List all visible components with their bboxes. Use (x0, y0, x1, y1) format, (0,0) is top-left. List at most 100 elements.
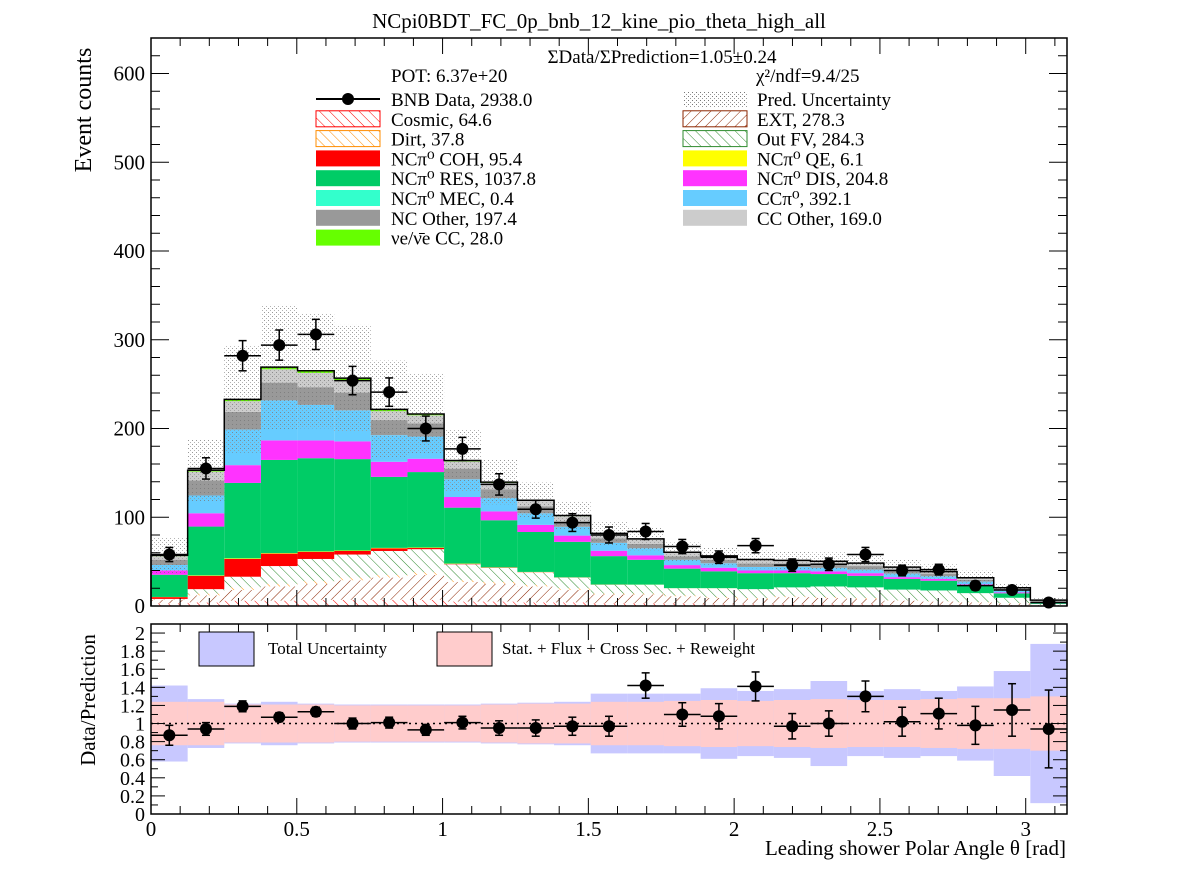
series-3-bar-9 (481, 568, 518, 582)
ratio-point-6 (383, 717, 395, 729)
series-3-bar-10 (517, 572, 554, 584)
series-2-bar-6 (371, 575, 408, 578)
ratio-point-3 (273, 711, 285, 723)
y-tick-label-2: 200 (114, 417, 146, 441)
legend-label-13: CC Other, 169.0 (757, 209, 882, 230)
series-1-bar-9 (481, 584, 518, 602)
series-3-bar-1 (188, 589, 225, 593)
legend-swatch-13 (683, 210, 747, 226)
series-7-bar-4 (298, 440, 335, 458)
y-tick-label-3: 300 (114, 328, 146, 352)
legend-swatch-12 (316, 210, 380, 226)
data-point-1 (200, 462, 212, 474)
series-2-bar-19 (847, 598, 884, 599)
data-point-20 (896, 565, 908, 577)
y-axis-label: Event counts (71, 48, 97, 173)
series-3-bar-16 (737, 589, 774, 598)
series-1-bar-16 (737, 599, 774, 604)
series-1-bar-6 (371, 578, 408, 600)
series-4-bar-3 (261, 554, 298, 566)
series-3-bar-14 (664, 588, 701, 595)
series-0-bar-3 (261, 601, 298, 606)
data-point-2 (237, 350, 249, 362)
series-3-bar-21 (920, 590, 957, 601)
legend-label-12: NC Other, 197.4 (391, 209, 517, 230)
ratio-point-13 (640, 680, 652, 692)
series-2-bar-12 (591, 594, 628, 595)
series-5-bar-2 (224, 558, 261, 559)
series-4-bar-5 (334, 551, 371, 555)
series-6-bar-8 (444, 508, 481, 564)
series-3-bar-11 (554, 578, 591, 589)
legend-label-5: Out FV, 284.3 (757, 130, 864, 151)
y-tick-label-5: 500 (114, 150, 146, 174)
series-7-bar-7 (407, 459, 444, 472)
ratio-point-7 (420, 724, 432, 736)
series-3-bar-13 (627, 585, 664, 594)
legend-label-4: Dirt, 37.8 (391, 130, 464, 151)
legend-label-3: EXT, 278.3 (757, 110, 845, 131)
legend-label-9: NCπ⁰ DIS, 204.8 (757, 169, 888, 190)
series-6-bar-6 (371, 477, 408, 548)
series-1-bar-18 (811, 598, 848, 604)
series-6-bar-16 (737, 573, 774, 589)
legend-label-1: Pred. Uncertainty (757, 90, 892, 111)
legend-swatch-1 (683, 91, 747, 107)
series-1-bar-12 (591, 594, 628, 603)
series-7-bar-2 (224, 465, 261, 483)
series-1-bar-21 (920, 602, 957, 606)
y-tick-label-1: 100 (114, 505, 146, 529)
data-point-9 (493, 478, 505, 490)
series-2-bar-9 (481, 582, 518, 584)
series-1-bar-3 (261, 586, 298, 600)
legend-label-14: νe/ν̄e CC, 28.0 (391, 229, 503, 250)
series-0-bar-2 (224, 601, 261, 606)
legend-swatch-14 (316, 230, 380, 246)
series-1-bar-14 (664, 596, 701, 603)
series-4-bar-7 (407, 548, 444, 549)
legend-label-11: CCπ⁰, 392.1 (757, 189, 852, 210)
series-3-bar-3 (261, 566, 298, 584)
series-6-bar-0 (151, 575, 188, 597)
data-point-22 (969, 580, 981, 592)
series-6-bar-17 (774, 573, 811, 587)
chi2-text: χ²/ndf=9.4/25 (755, 66, 859, 87)
ratio-point-1 (200, 723, 212, 735)
legend-swatch-11 (683, 190, 747, 206)
x-tick-label-4: 2 (729, 817, 740, 841)
series-2-bar-14 (664, 595, 701, 596)
series-6-bar-11 (554, 542, 591, 578)
series-1-bar-2 (224, 590, 261, 601)
series-7-bar-21 (920, 579, 957, 581)
series-6-bar-5 (334, 459, 371, 550)
series-3-bar-5 (334, 555, 371, 578)
x-tick-label-3: 1.5 (575, 817, 601, 841)
ratio-point-21 (933, 708, 945, 720)
series-2-bar-5 (334, 578, 371, 581)
series-1-bar-8 (444, 582, 481, 602)
series-3-bar-12 (591, 585, 628, 594)
series-6-bar-10 (517, 532, 554, 572)
series-7-bar-15 (701, 568, 738, 572)
series-3-bar-6 (371, 551, 408, 575)
series-1-bar-20 (884, 601, 921, 605)
series-6-bar-18 (811, 574, 848, 586)
data-point-5 (347, 375, 359, 387)
y-tick-label-6: 600 (114, 62, 146, 86)
chart-title: NCpi0BDT_FC_0p_bnb_12_kine_pio_theta_hig… (372, 9, 826, 33)
data-point-8 (456, 443, 468, 455)
series-2-bar-15 (701, 597, 738, 598)
series-6-bar-3 (261, 460, 298, 553)
series-4-bar-2 (224, 559, 261, 577)
ratio-legend-total-swatch (199, 632, 254, 666)
legend-swatch-2 (316, 111, 380, 127)
series-0-bar-5 (334, 600, 371, 606)
ratio-legend-syst-label: Stat. + Flux + Cross Sec. + Reweight (502, 639, 755, 658)
legend-label-2: Cosmic, 64.6 (391, 110, 492, 131)
series-1-bar-15 (701, 598, 738, 604)
series-3-bar-23 (994, 598, 1031, 603)
x-tick-label-2: 1 (437, 817, 448, 841)
series-7-bar-10 (517, 525, 554, 532)
series-2-bar-8 (444, 580, 481, 582)
